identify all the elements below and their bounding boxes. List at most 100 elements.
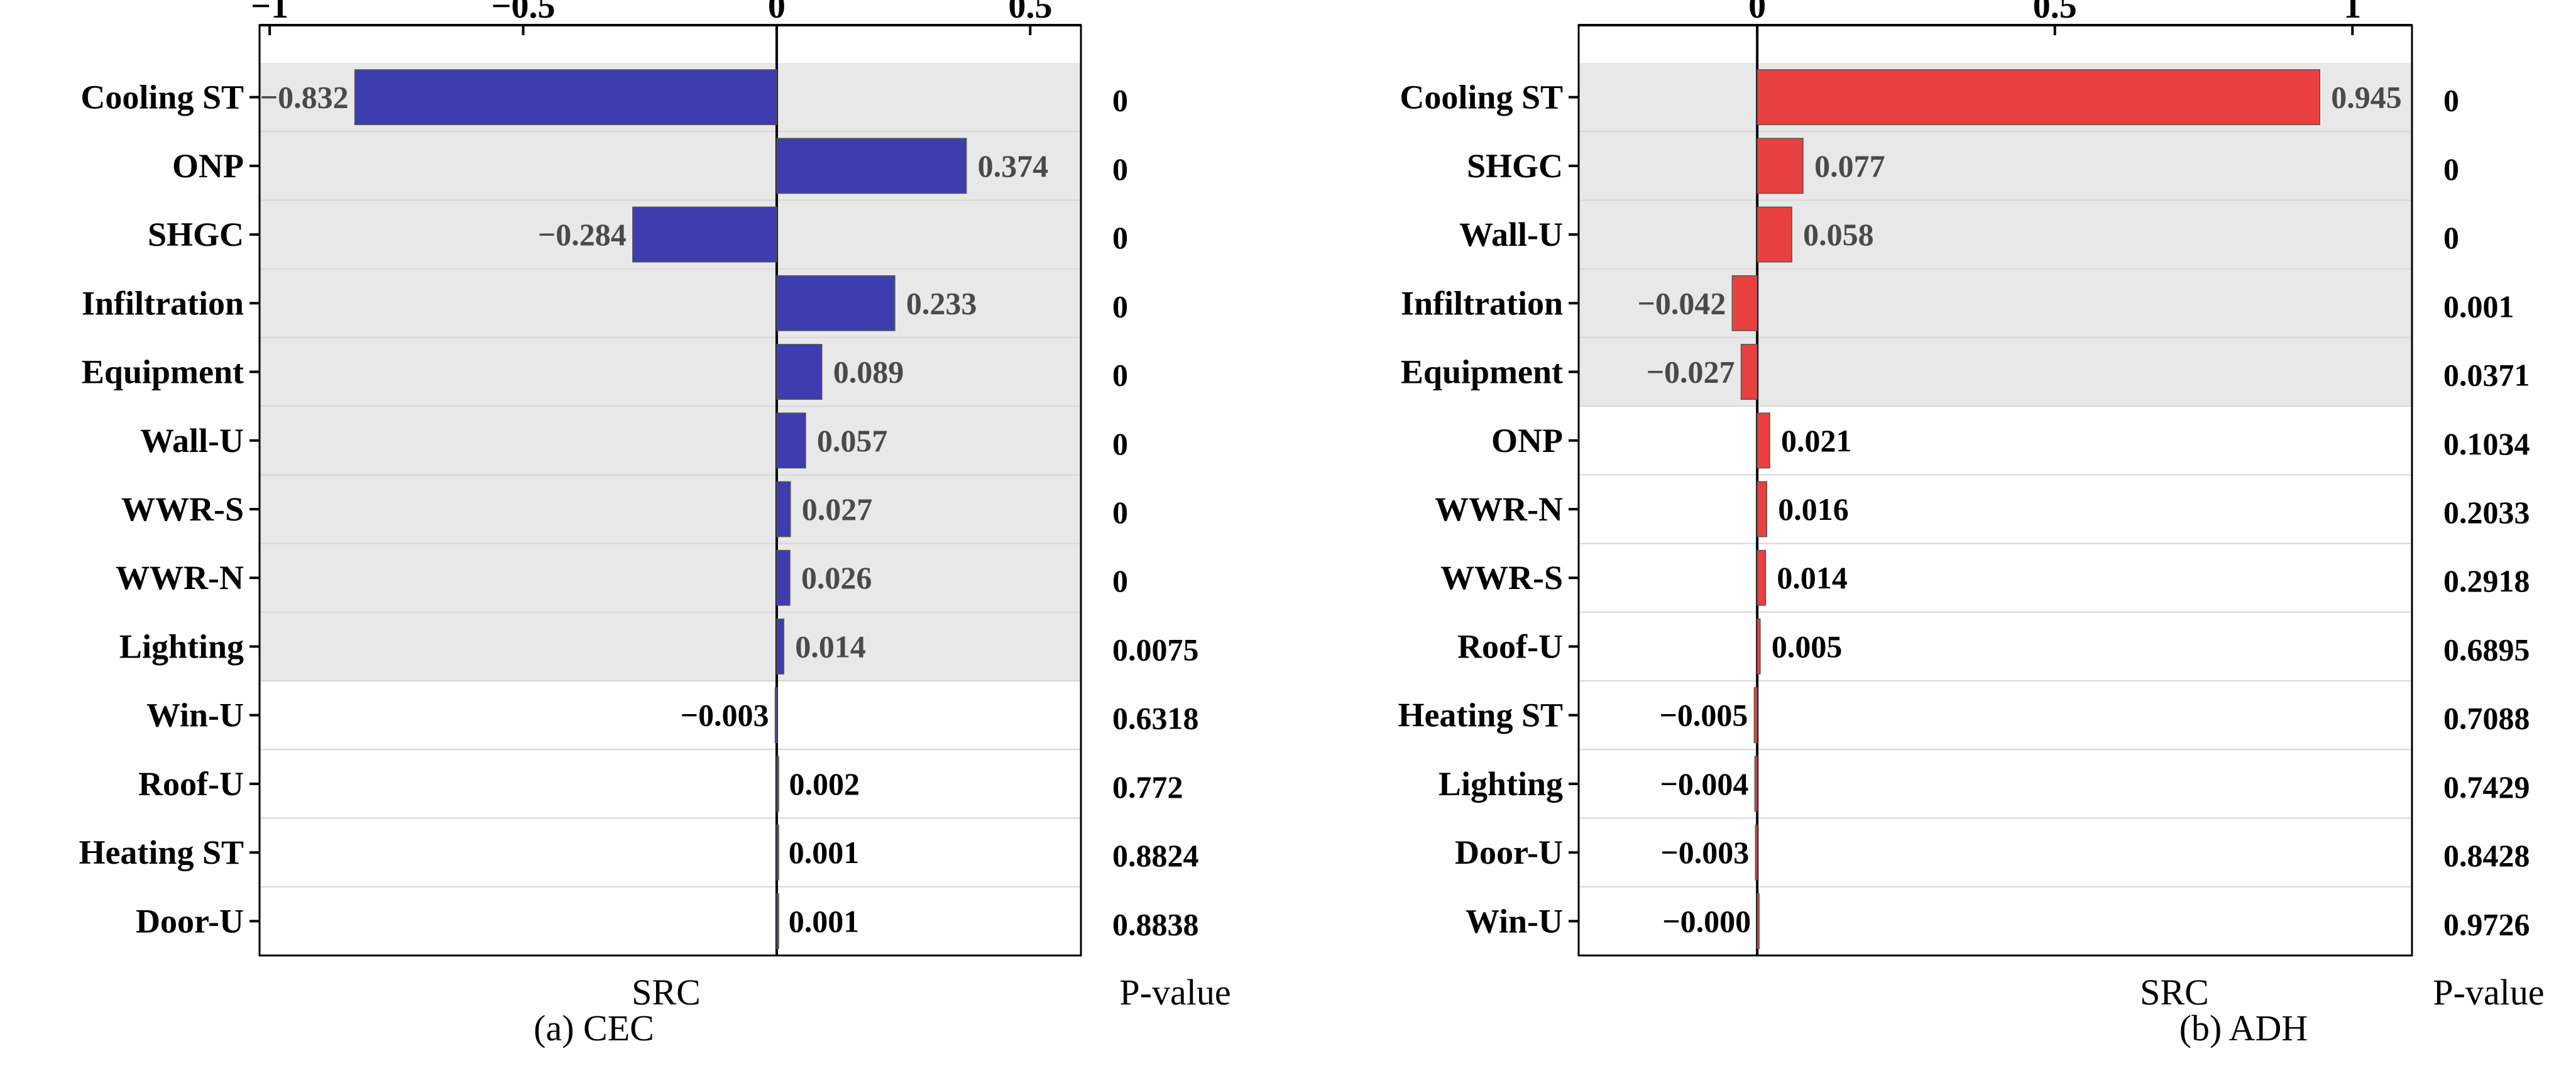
cec-p-value: 0 <box>1112 220 1128 255</box>
cec-category-label: Heating ST <box>79 834 244 871</box>
adh-bar <box>1757 412 1770 469</box>
adh-category-label: Equipment <box>1401 353 1563 391</box>
cec-bar <box>776 481 791 537</box>
adh-p-value: 0.7429 <box>2443 769 2530 805</box>
cec-bar <box>632 206 777 263</box>
adh-x-axis-title: SRC <box>2140 972 2209 1013</box>
adh-value-label: 0.021 <box>1781 423 1852 458</box>
adh-bar <box>1757 549 1767 606</box>
cec-x-tick-label: −0.5 <box>491 0 556 26</box>
cec-value-label: 0.089 <box>833 355 904 390</box>
cec-p-value: 0.6318 <box>1112 701 1199 736</box>
cec-value-label: 0.014 <box>795 629 866 664</box>
cec-bar <box>776 824 779 881</box>
adh-value-label: 0.014 <box>1777 560 1848 595</box>
cec-bar <box>776 893 779 949</box>
cec-category-label: Infiltration <box>82 284 244 322</box>
adh-category-label: WWR-N <box>1435 490 1563 528</box>
cec-bar <box>774 687 778 744</box>
adh-p-value: 0.2918 <box>2443 563 2530 598</box>
adh-value-label: −0.003 <box>1660 835 1749 870</box>
cec-value-label: −0.003 <box>681 698 769 733</box>
cec-bar <box>776 412 806 469</box>
adh-p-value-header: P-value <box>2433 972 2544 1013</box>
cec-category-label: ONP <box>172 147 244 185</box>
adh-p-value: 0.8428 <box>2443 838 2530 873</box>
cec-caption: (a) CEC <box>534 1008 654 1049</box>
cec-p-value: 0.8838 <box>1112 906 1199 942</box>
adh-category-label: ONP <box>1491 422 1563 460</box>
adh-value-label: −0.042 <box>1637 285 1726 321</box>
cec-value-label: 0.001 <box>789 835 860 870</box>
cec-x-tick-label: −1 <box>251 0 288 26</box>
adh-value-label: 0.945 <box>2331 80 2402 115</box>
cec-value-label: 0.002 <box>789 766 860 801</box>
adh-category-label: Infiltration <box>1401 284 1563 322</box>
cec-bar <box>776 619 784 674</box>
adh-category-label: Roof-U <box>1457 627 1563 665</box>
adh-p-value: 0 <box>2443 83 2459 118</box>
adh-p-value: 0.9726 <box>2443 906 2530 942</box>
cec-category-label: Lighting <box>119 627 244 665</box>
adh-category-label: Wall-U <box>1459 216 1563 253</box>
adh-value-label: 0.016 <box>1778 492 1849 527</box>
cec-category-label: WWR-S <box>121 490 244 528</box>
cec-category-label: Roof-U <box>138 765 244 803</box>
cec-bar <box>776 756 779 812</box>
adh-bar <box>1754 756 1758 812</box>
adh-category-label: WWR-S <box>1440 559 1563 597</box>
adh-category-label: Door-U <box>1455 834 1563 871</box>
adh-bar <box>1753 687 1758 744</box>
adh-p-value: 0.6895 <box>2443 632 2530 667</box>
adh-x-tick-label: 0 <box>1748 0 1766 26</box>
cec-p-value: 0 <box>1112 495 1128 530</box>
cec-p-value: 0 <box>1112 289 1128 324</box>
adh-p-value: 0 <box>2443 220 2459 255</box>
cec-category-label: WWR-N <box>116 559 244 597</box>
cec-p-value-header: P-value <box>1119 972 1230 1013</box>
cec-x-tick-label: 0.5 <box>1008 0 1052 26</box>
cec-category-label: Door-U <box>136 902 244 940</box>
cec-category-label: SHGC <box>148 216 244 253</box>
adh-bar <box>1757 893 1760 949</box>
cec-p-value: 0 <box>1112 358 1128 393</box>
cec-chart: −1 −0.5 0 0.5 Cooling ST −0.832 0 ONP 0.374 0 SHGC… <box>79 0 1230 1049</box>
adh-value-label: −0.004 <box>1660 766 1748 801</box>
adh-x-tick-label: 1 <box>2343 0 2361 26</box>
adh-bar <box>1757 619 1761 674</box>
adh-value-label: −0.005 <box>1659 698 1748 733</box>
adh-category-label: Lighting <box>1439 765 1563 803</box>
adh-bar <box>1757 481 1768 537</box>
cec-p-value: 0.772 <box>1112 769 1183 805</box>
adh-p-value: 0 <box>2443 151 2459 187</box>
cec-p-value: 0.0075 <box>1112 632 1199 667</box>
adh-bar <box>1757 206 1792 263</box>
cec-value-label: −0.284 <box>538 217 627 252</box>
cec-p-value: 0.8824 <box>1112 838 1199 873</box>
adh-value-label: −0.000 <box>1662 903 1751 939</box>
adh-category-label: Heating ST <box>1398 696 1563 734</box>
adh-bar <box>1740 344 1758 400</box>
cec-value-label: −0.832 <box>260 80 349 115</box>
cec-bar <box>776 549 791 606</box>
cec-x-axis-title: SRC <box>632 972 701 1013</box>
adh-p-value: 0.7088 <box>2443 701 2530 736</box>
adh-value-label: 0.077 <box>1814 148 1885 184</box>
adh-category-label: SHGC <box>1467 147 1563 185</box>
adh-bar <box>1757 69 2320 126</box>
adh-p-value: 0.001 <box>2443 289 2514 324</box>
cec-category-label: Wall-U <box>140 422 244 460</box>
cec-category-label: Equipment <box>82 353 244 391</box>
adh-p-value: 0.1034 <box>2443 426 2530 461</box>
adh-x-tick-label: 0.5 <box>2033 0 2077 26</box>
cec-bar <box>776 138 967 194</box>
cec-x-tick-label: 0 <box>768 0 786 26</box>
adh-caption: (b) ADH <box>2179 1008 2308 1049</box>
cec-p-value: 0 <box>1112 83 1128 118</box>
adh-value-label: −0.027 <box>1647 355 1735 390</box>
adh-chart: 0 0.5 1 Cooling ST 0.945 0 SHGC 0.077 0 Wall-U 0.0… <box>1398 0 2544 1049</box>
adh-bar <box>1757 138 1804 194</box>
cec-p-value: 0 <box>1112 563 1128 598</box>
cec-value-label: 0.057 <box>817 423 888 458</box>
